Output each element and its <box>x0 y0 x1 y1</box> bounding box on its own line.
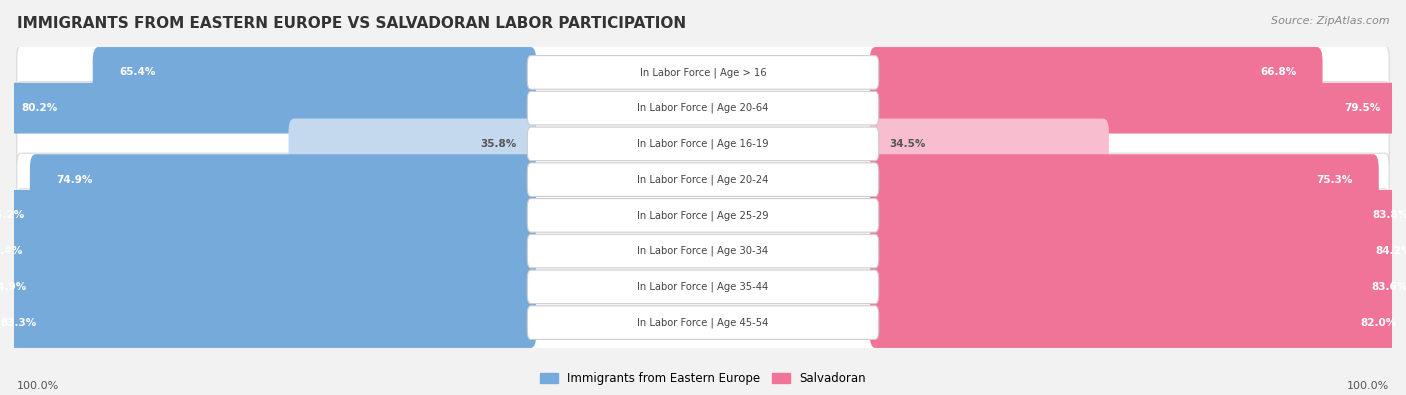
FancyBboxPatch shape <box>17 296 1389 349</box>
FancyBboxPatch shape <box>870 190 1406 241</box>
Text: 66.8%: 66.8% <box>1260 68 1296 77</box>
FancyBboxPatch shape <box>527 234 879 268</box>
FancyBboxPatch shape <box>17 117 1389 170</box>
Text: In Labor Force | Age 35-44: In Labor Force | Age 35-44 <box>637 282 769 292</box>
FancyBboxPatch shape <box>288 118 536 169</box>
Text: 84.2%: 84.2% <box>1375 246 1406 256</box>
FancyBboxPatch shape <box>17 260 1389 313</box>
Text: In Labor Force | Age 25-29: In Labor Force | Age 25-29 <box>637 210 769 221</box>
FancyBboxPatch shape <box>527 306 879 339</box>
FancyBboxPatch shape <box>0 83 536 134</box>
FancyBboxPatch shape <box>527 199 879 232</box>
Text: 84.9%: 84.9% <box>0 282 27 292</box>
Text: IMMIGRANTS FROM EASTERN EUROPE VS SALVADORAN LABOR PARTICIPATION: IMMIGRANTS FROM EASTERN EUROPE VS SALVAD… <box>17 16 686 31</box>
FancyBboxPatch shape <box>870 47 1323 98</box>
Text: 83.8%: 83.8% <box>1372 211 1406 220</box>
FancyBboxPatch shape <box>527 163 879 196</box>
Text: 79.5%: 79.5% <box>1344 103 1381 113</box>
FancyBboxPatch shape <box>527 270 879 304</box>
FancyBboxPatch shape <box>17 153 1389 206</box>
Text: In Labor Force | Age 30-34: In Labor Force | Age 30-34 <box>637 246 769 256</box>
FancyBboxPatch shape <box>0 297 536 348</box>
Text: 83.6%: 83.6% <box>1371 282 1406 292</box>
FancyBboxPatch shape <box>870 154 1379 205</box>
FancyBboxPatch shape <box>527 56 879 89</box>
FancyBboxPatch shape <box>17 82 1389 135</box>
FancyBboxPatch shape <box>870 297 1406 348</box>
Text: 82.0%: 82.0% <box>1361 318 1398 327</box>
Text: 100.0%: 100.0% <box>17 381 59 391</box>
Text: 100.0%: 100.0% <box>1347 381 1389 391</box>
FancyBboxPatch shape <box>527 127 879 161</box>
Text: 74.9%: 74.9% <box>56 175 93 184</box>
FancyBboxPatch shape <box>17 189 1389 242</box>
FancyBboxPatch shape <box>0 226 536 276</box>
Text: 75.3%: 75.3% <box>1316 175 1353 184</box>
FancyBboxPatch shape <box>527 91 879 125</box>
Text: 80.2%: 80.2% <box>21 103 58 113</box>
Text: 85.2%: 85.2% <box>0 211 24 220</box>
Text: In Labor Force | Age > 16: In Labor Force | Age > 16 <box>640 67 766 78</box>
Text: 65.4%: 65.4% <box>120 68 155 77</box>
FancyBboxPatch shape <box>870 83 1406 134</box>
Text: 83.3%: 83.3% <box>0 318 37 327</box>
Text: In Labor Force | Age 20-64: In Labor Force | Age 20-64 <box>637 103 769 113</box>
Text: In Labor Force | Age 45-54: In Labor Force | Age 45-54 <box>637 317 769 328</box>
FancyBboxPatch shape <box>93 47 536 98</box>
FancyBboxPatch shape <box>870 226 1406 276</box>
FancyBboxPatch shape <box>30 154 536 205</box>
FancyBboxPatch shape <box>0 261 536 312</box>
Text: 85.4%: 85.4% <box>0 246 22 256</box>
Text: In Labor Force | Age 16-19: In Labor Force | Age 16-19 <box>637 139 769 149</box>
FancyBboxPatch shape <box>870 261 1406 312</box>
Legend: Immigrants from Eastern Europe, Salvadoran: Immigrants from Eastern Europe, Salvador… <box>536 367 870 390</box>
FancyBboxPatch shape <box>17 46 1389 99</box>
FancyBboxPatch shape <box>0 190 536 241</box>
Text: 35.8%: 35.8% <box>481 139 517 149</box>
Text: In Labor Force | Age 20-24: In Labor Force | Age 20-24 <box>637 174 769 185</box>
FancyBboxPatch shape <box>17 225 1389 278</box>
FancyBboxPatch shape <box>870 118 1109 169</box>
Text: Source: ZipAtlas.com: Source: ZipAtlas.com <box>1271 16 1389 26</box>
Text: 34.5%: 34.5% <box>889 139 925 149</box>
